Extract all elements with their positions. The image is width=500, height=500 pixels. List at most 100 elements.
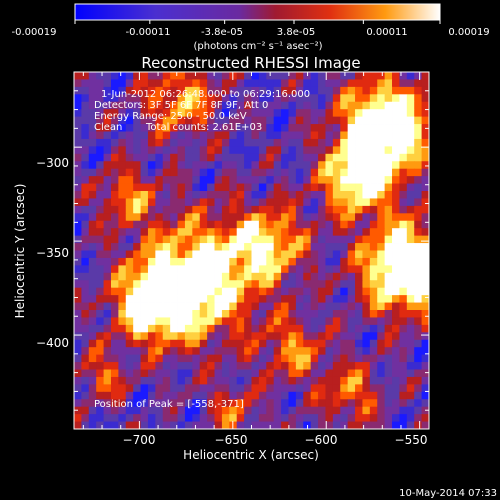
image-pixel: [88, 220, 97, 229]
image-pixel: [399, 332, 408, 341]
image-pixel: [288, 324, 297, 333]
image-pixel: [347, 205, 356, 214]
image-pixel: [258, 310, 267, 318]
image-pixel: [414, 406, 423, 415]
image-pixel: [392, 339, 400, 348]
image-pixel: [318, 198, 326, 207]
image-pixel: [266, 265, 275, 274]
image-pixel: [103, 310, 112, 318]
image-pixel: [147, 235, 156, 244]
image-pixel: [303, 176, 312, 184]
image-pixel: [303, 302, 312, 311]
image-pixel: [125, 287, 134, 296]
image-pixel: [162, 406, 171, 415]
image-pixel: [88, 399, 97, 408]
image-pixel: [421, 243, 429, 251]
image-pixel: [340, 257, 349, 266]
image-pixel: [266, 369, 275, 378]
image-pixel: [236, 109, 245, 118]
image-pixel: [406, 295, 415, 303]
image-pixel: [384, 79, 393, 88]
image-pixel: [325, 176, 334, 184]
image-pixel: [170, 272, 178, 281]
image-pixel: [147, 183, 156, 192]
image-pixel: [125, 391, 134, 400]
image-pixel: [74, 191, 82, 199]
image-pixel: [392, 280, 400, 289]
image-pixel: [421, 101, 429, 110]
image-pixel: [236, 324, 245, 333]
image-pixel: [177, 205, 186, 214]
image-pixel: [118, 213, 127, 222]
image-pixel: [81, 109, 90, 118]
image-pixel: [399, 198, 408, 207]
image-pixel: [362, 176, 371, 184]
image-pixel: [110, 310, 119, 318]
image-pixel: [310, 310, 319, 318]
image-pixel: [303, 131, 312, 140]
image-pixel: [88, 116, 97, 125]
image-pixel: [414, 243, 423, 251]
image-pixel: [347, 228, 356, 237]
image-pixel: [325, 406, 334, 415]
image-pixel: [355, 191, 363, 199]
image-pixel: [140, 138, 149, 147]
image-pixel: [281, 138, 289, 147]
image-pixel: [377, 302, 386, 311]
image-pixel: [310, 324, 319, 333]
image-pixel: [414, 362, 423, 370]
image-pixel: [310, 287, 319, 296]
image-pixel: [295, 272, 304, 281]
image-pixel: [362, 131, 371, 140]
image-pixel: [162, 176, 171, 184]
image-pixel: [355, 369, 363, 378]
image-pixel: [392, 220, 400, 229]
image-pixel: [362, 138, 371, 147]
image-pixel: [332, 280, 341, 289]
image-pixel: [103, 79, 112, 88]
image-pixel: [177, 72, 186, 80]
image-pixel: [147, 161, 156, 170]
image-pixel: [81, 399, 90, 408]
image-pixel: [177, 376, 186, 385]
image-pixel: [377, 176, 386, 184]
image-pixel: [406, 72, 415, 80]
image-pixel: [88, 391, 97, 400]
image-pixel: [310, 243, 319, 251]
image-pixel: [392, 421, 400, 429]
image-pixel: [81, 72, 90, 80]
colorbar-tick-label: 0.00019: [448, 27, 489, 38]
image-pixel: [251, 391, 260, 400]
image-pixel: [288, 146, 297, 155]
image-pixel: [384, 124, 393, 132]
image-pixel: [303, 86, 312, 95]
image-pixel: [140, 109, 149, 118]
axis-ticks: [74, 71, 429, 430]
image-pixel: [147, 198, 156, 207]
image-pixel: [414, 399, 423, 408]
image-pixel: [251, 72, 260, 80]
image-pixel: [229, 79, 238, 88]
image-pixel: [258, 138, 267, 147]
image-pixel: [81, 220, 90, 229]
image-pixel: [140, 146, 149, 155]
image-pixel: [177, 317, 186, 326]
image-pixel: [74, 280, 82, 289]
image-pixel: [199, 339, 208, 348]
image-pixel: [399, 124, 408, 132]
image-pixel: [103, 213, 112, 222]
image-pixel: [332, 124, 341, 132]
image-pixel: [207, 339, 215, 348]
image-pixel: [377, 228, 386, 237]
image-pixel: [207, 362, 215, 370]
image-pixel: [170, 257, 178, 266]
image-pixel: [318, 138, 326, 147]
image-pixel: [273, 205, 282, 214]
image-pixel: [266, 339, 275, 348]
image-pixel: [273, 228, 282, 237]
image-pixel: [199, 79, 208, 88]
image-pixel: [377, 183, 386, 192]
image-pixel: [318, 310, 326, 318]
image-pixel: [140, 86, 149, 95]
image-pixel: [96, 243, 104, 251]
